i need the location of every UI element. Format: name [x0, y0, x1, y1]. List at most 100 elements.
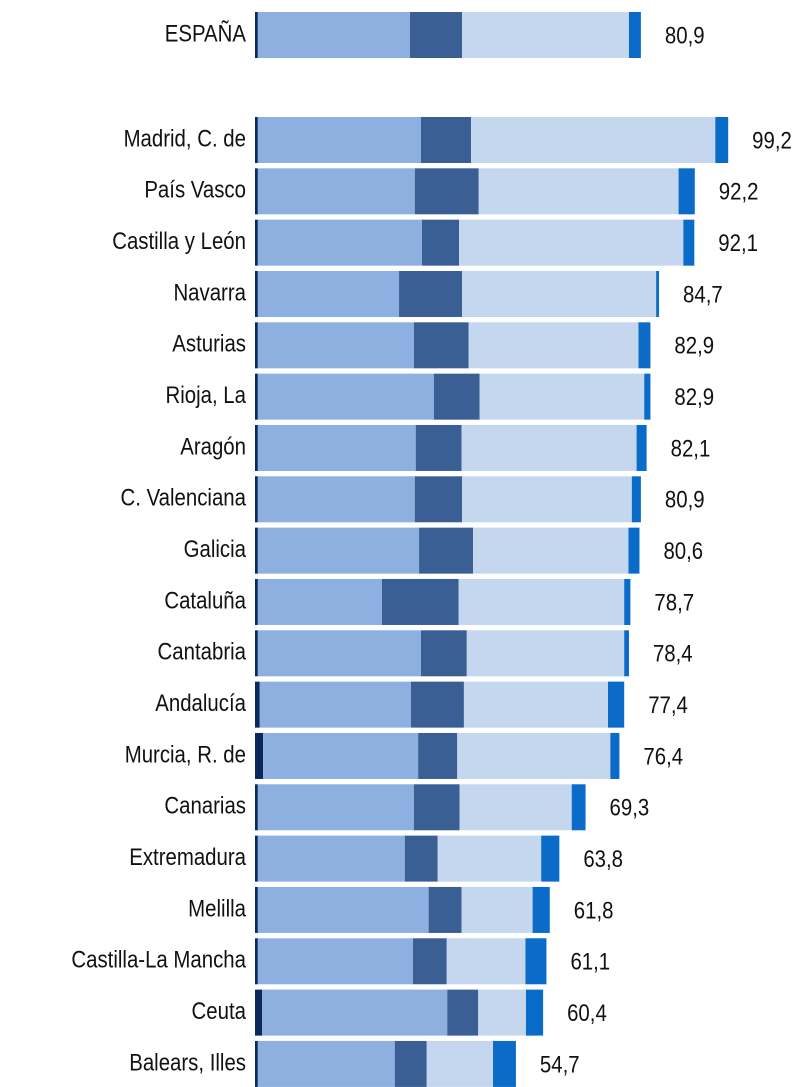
total-label: 61,8 — [574, 897, 614, 924]
bar-segment — [255, 784, 258, 831]
bar-segment — [421, 219, 460, 266]
bar-segment — [255, 1040, 258, 1087]
bar-segment — [636, 424, 647, 471]
bar-segment — [437, 835, 542, 882]
bar-segment — [255, 681, 260, 728]
bar-segment — [414, 168, 479, 215]
category-label: Murcia, R. de — [125, 741, 246, 768]
bar-segment — [257, 527, 420, 574]
bar-segment — [262, 989, 448, 1036]
category-label: Ceuta — [192, 997, 247, 1024]
category-label: Madrid, C. de — [124, 125, 246, 152]
category-label: Andalucía — [155, 689, 246, 716]
bar-segment — [255, 219, 258, 266]
category-label: Galicia — [184, 535, 247, 562]
total-label: 61,1 — [570, 948, 610, 975]
bar-segment — [471, 117, 716, 163]
category-label: Extremadura — [129, 843, 246, 870]
bar-segment — [257, 886, 429, 933]
bar-segment — [257, 578, 382, 625]
bar-segment — [678, 168, 695, 215]
bar-segment — [410, 12, 463, 58]
bar-segment — [255, 117, 258, 163]
total-label: 99,2 — [752, 127, 792, 154]
bar-segment — [628, 527, 640, 574]
bar-segment — [255, 270, 258, 317]
bar-segment — [257, 424, 416, 471]
bar-segment — [638, 322, 651, 369]
bar-segment — [257, 784, 414, 831]
bar-segment — [631, 476, 641, 523]
category-label: Aragón — [180, 433, 246, 460]
bar-segment — [468, 322, 639, 369]
bar-segment — [255, 938, 258, 985]
bar-segment — [257, 117, 421, 163]
category-label: Navarra — [173, 279, 246, 306]
bar-segment — [463, 681, 608, 728]
category-label: Castilla y León — [112, 227, 246, 254]
category-label: País Vasco — [144, 176, 246, 203]
bar-segment — [428, 886, 462, 933]
total-label: 82,9 — [674, 383, 714, 410]
bar-segment — [255, 168, 258, 215]
bar-segment — [426, 1040, 494, 1087]
category-label: Canarias — [164, 792, 246, 819]
bar-segment — [461, 424, 637, 471]
bar-segment — [413, 784, 460, 831]
bar-segment — [255, 578, 258, 625]
bar-segment — [255, 886, 258, 933]
bar-segment — [446, 938, 526, 985]
bar-segment — [415, 424, 462, 471]
bar-segment — [257, 270, 400, 317]
bar-segment — [462, 270, 657, 317]
bar-segment — [255, 373, 258, 420]
category-label: ESPAÑA — [165, 20, 246, 47]
bar-segment — [259, 681, 411, 728]
bar-segment — [459, 784, 572, 831]
bar-segment — [381, 578, 459, 625]
bar-segment — [478, 989, 526, 1036]
bar-segment — [420, 117, 472, 163]
total-label: 69,3 — [610, 794, 650, 821]
total-label: 92,2 — [719, 178, 759, 205]
bar-segment — [257, 630, 421, 677]
bar-segment — [420, 630, 467, 677]
total-label: 63,8 — [583, 845, 623, 872]
bar-segment — [418, 732, 458, 779]
total-label: 77,4 — [648, 691, 688, 718]
bar-segment — [255, 527, 258, 574]
bar-segment — [478, 168, 679, 215]
bar-segment — [459, 219, 684, 266]
bar-segment — [257, 219, 422, 266]
bar-segment — [419, 527, 473, 574]
bar-segment — [571, 784, 586, 831]
bar-segment — [255, 630, 258, 677]
bar-segment — [257, 12, 411, 58]
total-label: 80,9 — [665, 486, 705, 513]
bar-segment — [257, 1040, 395, 1087]
bar-segment — [410, 681, 464, 728]
total-label: 54,7 — [540, 1051, 580, 1078]
bar-segment — [466, 630, 625, 677]
bar-segment — [257, 168, 415, 215]
bar-segment — [399, 270, 463, 317]
category-label: Balears, Illes — [129, 1049, 246, 1076]
category-label: C. Valenciana — [121, 484, 247, 511]
bar-segment — [628, 12, 641, 58]
bar-segment — [479, 373, 645, 420]
total-label: 80,6 — [663, 537, 703, 564]
bar-segment — [493, 1040, 516, 1087]
bar-segment — [255, 732, 264, 779]
bar-segment — [255, 322, 258, 369]
bar-segment — [414, 476, 463, 523]
bar-segment — [624, 630, 629, 677]
bar-segment — [263, 732, 419, 779]
bar-segment — [683, 219, 695, 266]
bar-segment — [412, 938, 447, 985]
total-label: 92,1 — [718, 229, 758, 256]
total-label: 82,9 — [674, 332, 714, 359]
bar-segment — [457, 732, 611, 779]
bar-segment — [610, 732, 620, 779]
category-label: Castilla-La Mancha — [71, 946, 246, 973]
